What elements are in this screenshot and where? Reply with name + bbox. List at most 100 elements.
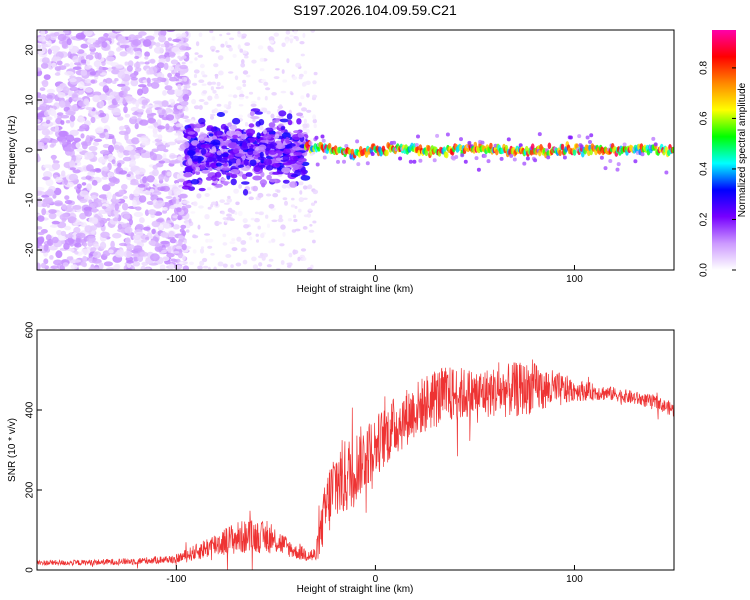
spectrogram-faint-cell — [299, 190, 303, 195]
spectrogram-faint-cell — [183, 77, 188, 82]
spectrogram-scatter-cell — [228, 158, 238, 164]
spectrogram-noise-cell — [39, 103, 48, 110]
spectrogram-scatter-cell — [282, 179, 290, 184]
spectrogram-noise-cell — [167, 141, 177, 146]
spectrogram-faint-cell — [275, 68, 280, 71]
spectrogram-faint-cell — [259, 57, 265, 62]
spectrogram-noise-cell — [123, 250, 133, 258]
spectrogram-noise-cell — [129, 193, 134, 201]
spectrogram-faint-cell — [189, 60, 193, 64]
spectrogram-noise-cell — [72, 55, 79, 63]
spectrogram-band-halo-cell — [622, 142, 627, 147]
spectrogram-band-halo-cell — [342, 159, 346, 164]
spectrogram-noise-cell — [99, 149, 110, 155]
spectrogram-faint-cell — [265, 87, 271, 91]
spectrogram-faint-cell — [218, 70, 224, 76]
spectrogram-faint-cell — [184, 106, 189, 112]
spectrogram-faint-cell — [188, 218, 192, 224]
spectrogram-noise-cell — [132, 39, 142, 46]
spectrogram-noise-cell — [177, 252, 184, 259]
spectrogram-noise-cell — [60, 230, 67, 236]
spectrogram-noise-cell — [41, 128, 51, 136]
spectrogram-noise-cell — [139, 119, 149, 126]
spectrogram-scatter-cell — [200, 148, 207, 155]
spectrogram-faint-cell — [242, 79, 247, 84]
spectrogram-noise-cell — [144, 56, 149, 60]
spectrogram-scatter-cell — [263, 134, 272, 140]
spectrogram-noise-cell — [137, 255, 144, 262]
spectrogram-band-halo-cell — [486, 159, 491, 164]
spectrogram-faint-cell — [201, 83, 207, 86]
spectrogram-noise-cell — [168, 230, 175, 238]
spectrogram-noise-cell — [167, 72, 173, 78]
spectrogram-noise-cell — [106, 191, 112, 200]
spectrogram-noise-cell — [77, 128, 86, 132]
spectrogram-band-halo-cell — [603, 166, 608, 171]
spectrogram-faint-cell — [175, 241, 179, 244]
spectrogram-noise-cell — [112, 264, 120, 270]
spectrogram-faint-cell — [303, 70, 308, 75]
spectrogram-noise-cell — [51, 236, 59, 244]
spectrogram-noise-cell — [111, 69, 120, 75]
spectrogram-noise-cell — [131, 116, 138, 120]
spectrogram-noise-cell — [133, 62, 141, 69]
spectrogram-noise-cell — [74, 242, 82, 248]
spectrogram-noise-cell — [68, 173, 79, 181]
spectrogram-faint-cell — [251, 59, 257, 64]
spectrogram-noise-cell — [124, 113, 131, 118]
spectrogram-faint-cell — [181, 61, 186, 65]
spectrogram-band-halo-cell — [454, 155, 459, 159]
spectrogram-faint-cell — [255, 233, 259, 237]
spectrogram-band-halo-cell — [370, 152, 375, 156]
spectrogram-scatter-cell — [195, 147, 200, 154]
spectrogram-scatter-cell — [213, 130, 223, 136]
spectrogram-noise-cell — [107, 172, 115, 177]
colorbar-gradient — [712, 30, 736, 270]
spectrogram-noise-cell — [53, 187, 62, 196]
spectrogram-scatter-cell — [220, 123, 227, 130]
spectrogram-scatter-cell — [297, 132, 305, 138]
spectrogram-band-halo-cell — [365, 161, 370, 166]
spectrogram-faint-cell — [308, 208, 312, 212]
spectrogram-faint-cell — [220, 43, 225, 48]
spectrogram-noise-cell — [103, 155, 109, 160]
spectrogram-noise-cell — [37, 92, 42, 97]
spectrogram-noise-cell — [52, 193, 57, 199]
colorbar-ticks: 0.0 0.2 0.4 0.6 0.8 — [699, 61, 736, 277]
spectrogram-band-halo-cell — [435, 133, 440, 138]
spectrogram-faint-cell — [223, 202, 230, 205]
spectrogram-faint-cell — [300, 248, 307, 252]
spectrogram-noise-cell — [79, 190, 89, 197]
spectrogram-noise-cell — [129, 73, 137, 79]
spectrogram-faint-cell — [313, 71, 318, 76]
spectrogram-noise-cell — [94, 127, 104, 134]
spectrogram-noise-cell — [40, 262, 47, 269]
spectrogram-noise-cell — [114, 251, 125, 258]
spectrogram-faint-cell — [266, 264, 272, 268]
spectrogram-scatter-cell — [278, 110, 287, 117]
spectrogram-noise-cell — [116, 47, 121, 52]
spectrogram-noise-cell — [45, 178, 54, 187]
spectrogram-faint-cell — [231, 247, 238, 252]
spectrogram-band-halo-cell — [321, 138, 326, 143]
spectrogram-faint-cell — [282, 231, 286, 237]
spectrogram-faint-cell — [305, 80, 311, 86]
spectrogram-band-cell — [489, 142, 493, 150]
spectrogram-band-cell — [558, 149, 562, 157]
spectrogram-noise-cell — [93, 251, 102, 259]
spectrogram-band-halo-cell — [512, 157, 517, 162]
spectrogram-x-tick-label: -100 — [166, 274, 186, 285]
spectrogram-noise-cell — [157, 125, 166, 130]
spectrogram-faint-cell — [232, 53, 237, 58]
spectrogram-noise-cell — [63, 86, 70, 94]
spectrogram-noise-cell — [150, 81, 160, 89]
spectrogram-faint-cell — [289, 34, 294, 38]
spectrogram-faint-cell — [237, 210, 243, 217]
spectrogram-noise-cell — [103, 261, 113, 267]
spectrogram-faint-cell — [263, 81, 269, 86]
spectrogram-faint-cell — [312, 239, 316, 244]
spectrogram-faint-cell — [240, 240, 247, 245]
spectrogram-scatter-cell — [248, 123, 255, 128]
spectrogram-faint-cell — [198, 205, 204, 209]
spectrogram-band-halo-cell — [664, 170, 669, 175]
